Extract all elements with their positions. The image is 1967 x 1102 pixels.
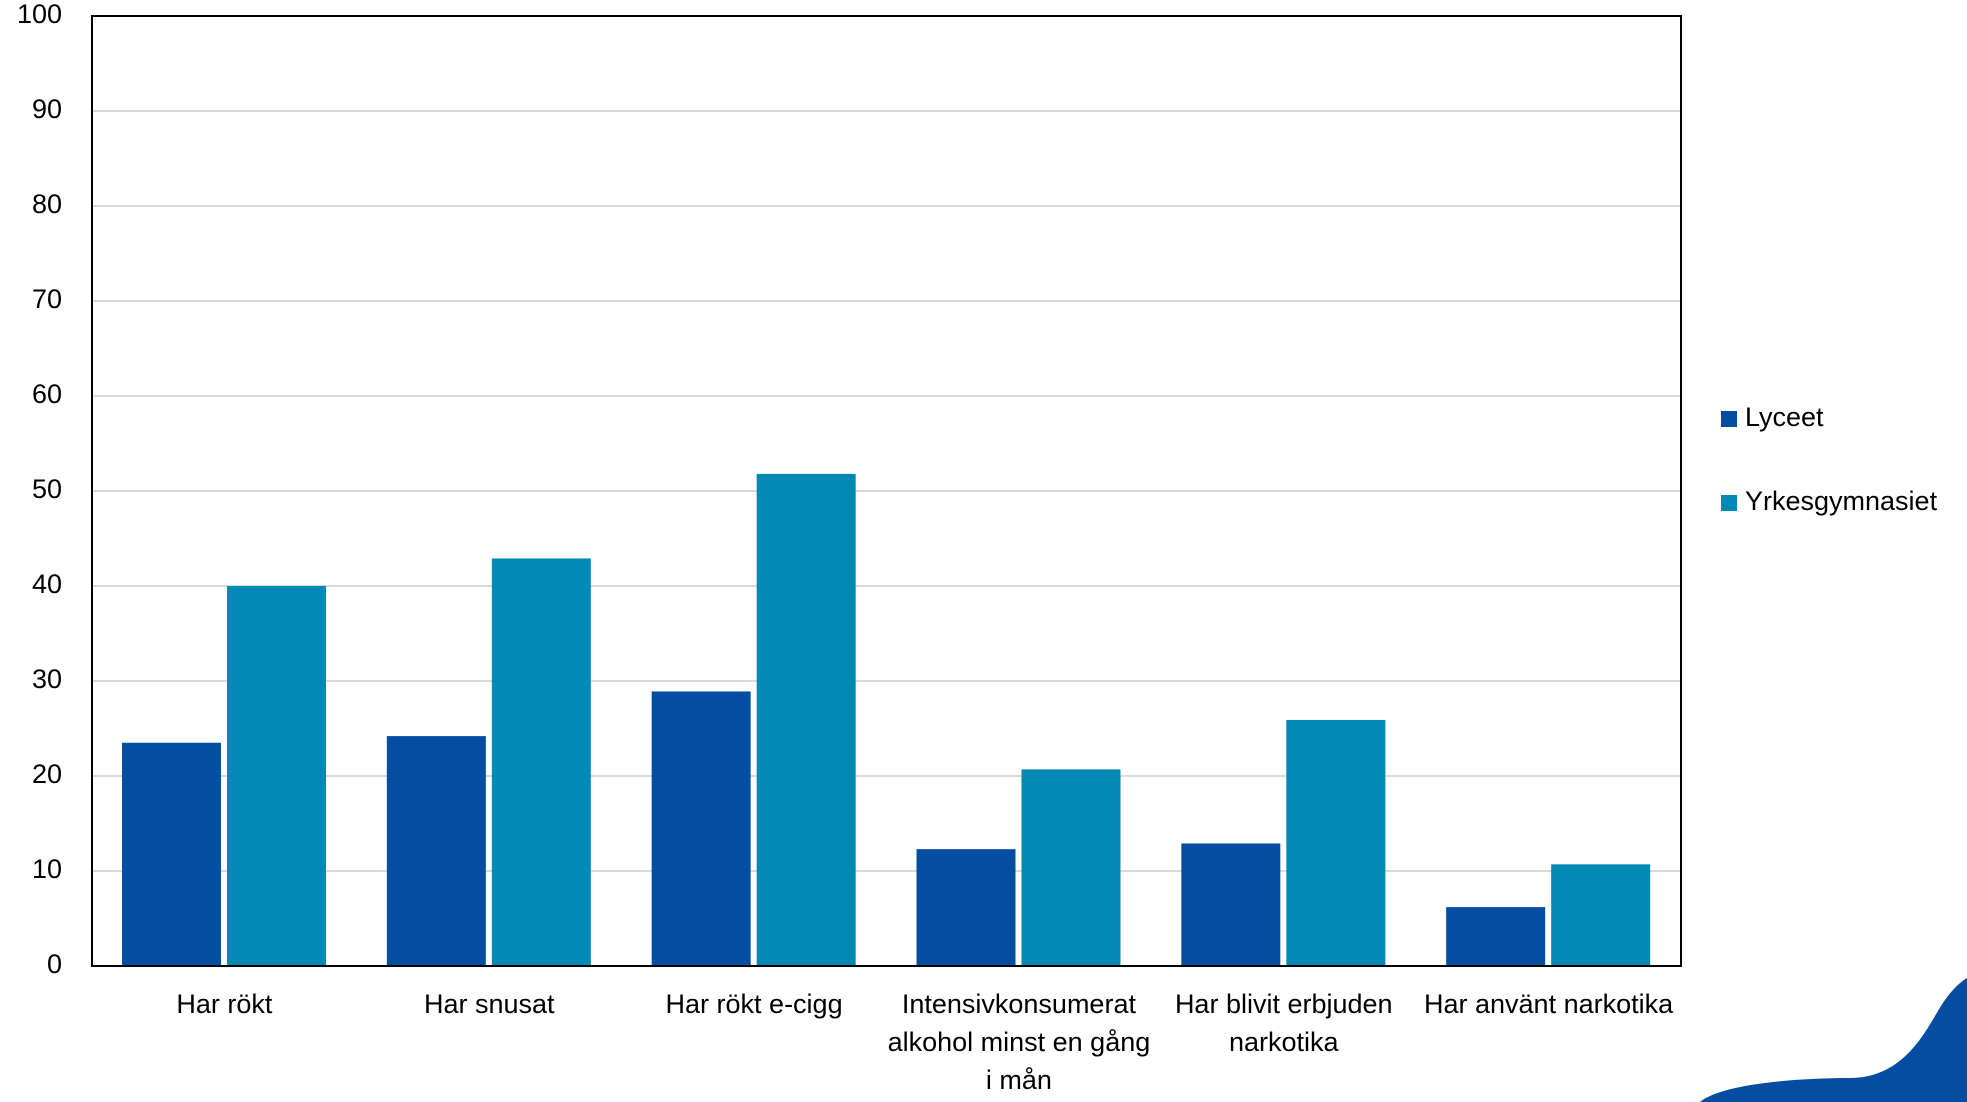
y-tick-label: 70	[32, 284, 62, 314]
bar	[651, 691, 751, 966]
legend-label: Lyceet	[1745, 402, 1824, 432]
bar	[491, 558, 591, 966]
y-tick-label: 40	[32, 569, 62, 599]
bar	[756, 473, 856, 966]
bar	[1021, 769, 1121, 966]
bar	[1286, 719, 1386, 966]
x-tick-label-box: Intensivkonsumerat alkohol minst en gång…	[887, 989, 1151, 1095]
decoration	[1700, 978, 1967, 1102]
y-tick-label: 90	[32, 94, 62, 124]
bar	[122, 742, 221, 966]
y-tick-label: 50	[32, 474, 62, 504]
x-tick-label: Har snusat	[423, 989, 555, 1019]
y-tick-label: 100	[17, 0, 62, 29]
bar	[1446, 907, 1546, 966]
legend-swatch	[1721, 411, 1737, 427]
x-tick-label-box: Har snusat	[423, 989, 555, 1019]
bar	[916, 849, 1016, 966]
bar	[227, 586, 326, 966]
x-tick-label: Har rökt e-cigg	[665, 989, 843, 1019]
y-tick-label: 30	[32, 664, 62, 694]
plot-frame	[91, 15, 1682, 967]
x-tick-label: Har använt narkotika	[1424, 989, 1674, 1019]
y-tick-label: 80	[32, 189, 62, 219]
x-tick-label: Har rökt	[176, 989, 273, 1019]
bar	[386, 736, 486, 966]
legend-label: Yrkesgymnasiet	[1745, 486, 1938, 516]
y-tick-label: 10	[32, 854, 62, 884]
x-tick-label-box: Har rökt e-cigg	[665, 989, 843, 1019]
x-tick-label: Intensivkonsumerat alkohol minst en gång…	[887, 989, 1151, 1095]
bar	[1181, 843, 1281, 966]
legend-swatch	[1721, 495, 1737, 511]
y-tick-label: 60	[32, 379, 62, 409]
x-tick-label-box: Har blivit erbjuden narkotika	[1174, 989, 1393, 1057]
x-tick-label-box: Har använt narkotika	[1424, 989, 1674, 1019]
x-tick-label-box: Har rökt	[176, 989, 273, 1019]
y-tick-label: 20	[32, 759, 62, 789]
y-tick-label: 0	[47, 949, 62, 979]
x-tick-label: Har blivit erbjuden narkotika	[1174, 989, 1393, 1057]
bar	[1551, 864, 1651, 966]
